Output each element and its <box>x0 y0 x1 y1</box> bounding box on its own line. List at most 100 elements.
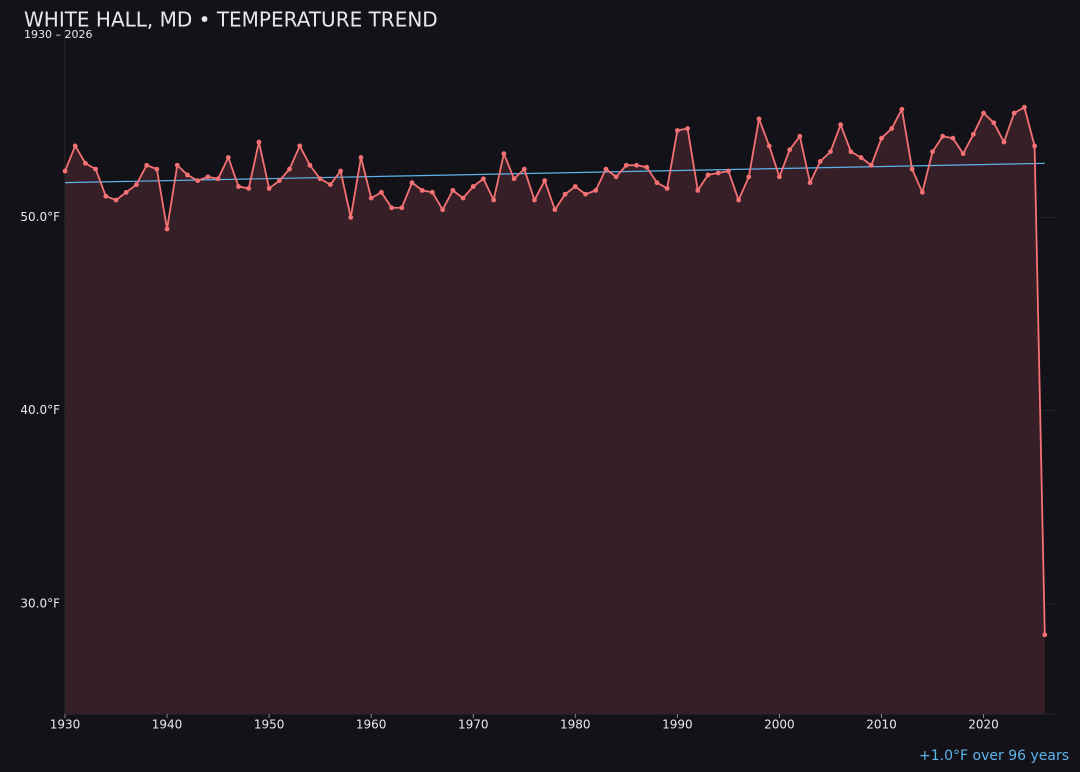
point <box>521 166 527 172</box>
point <box>868 162 874 168</box>
point <box>368 195 374 201</box>
point <box>164 226 170 232</box>
point <box>287 166 292 172</box>
point <box>399 205 405 211</box>
x-tick-label: 2000 <box>764 718 795 732</box>
point <box>470 184 476 189</box>
point <box>144 162 150 168</box>
y-tick-label: 40.0°F <box>20 403 60 417</box>
x-tick-label: 1950 <box>254 718 285 732</box>
point <box>970 131 976 137</box>
point <box>1032 143 1037 149</box>
y-tick-label: 30.0°F <box>20 596 60 610</box>
point <box>919 189 925 195</box>
point <box>93 166 99 172</box>
point <box>838 122 844 128</box>
point <box>613 174 619 180</box>
point <box>123 189 129 195</box>
point <box>511 176 517 182</box>
point <box>664 186 670 191</box>
point <box>389 205 394 211</box>
point <box>1011 110 1017 116</box>
point <box>297 143 303 149</box>
point <box>552 207 558 213</box>
point <box>746 174 752 180</box>
point <box>593 187 599 193</box>
point <box>899 106 905 112</box>
point <box>501 151 507 157</box>
point <box>807 180 813 186</box>
point <box>409 180 415 186</box>
x-tick-label: 2010 <box>866 718 897 732</box>
chart-subtitle: 1930 – 2026 <box>24 28 92 41</box>
point <box>644 164 650 170</box>
point <box>787 147 793 153</box>
y-tick-label: 50.0°F <box>20 210 60 224</box>
point <box>583 191 588 197</box>
point <box>205 174 211 180</box>
point <box>797 133 803 139</box>
point <box>195 178 201 184</box>
point <box>909 166 915 172</box>
x-tick-label: 1990 <box>662 718 693 732</box>
point <box>705 172 711 178</box>
point <box>103 193 109 199</box>
point <box>185 172 190 178</box>
point <box>174 162 180 168</box>
point <box>695 187 701 193</box>
x-tick-label: 1930 <box>50 718 81 732</box>
point <box>338 168 343 174</box>
point <box>450 187 456 193</box>
point <box>542 178 548 184</box>
point <box>572 184 578 189</box>
point <box>358 155 364 160</box>
point <box>246 186 252 191</box>
point <box>440 207 446 213</box>
point <box>623 162 629 168</box>
point <box>1021 104 1027 110</box>
point <box>736 197 742 203</box>
point <box>960 151 966 157</box>
point <box>848 149 854 155</box>
point <box>766 143 772 149</box>
point <box>460 195 466 201</box>
point <box>481 176 486 182</box>
annotation: +1.0°F over 96 years <box>919 748 1069 764</box>
point <box>307 162 313 168</box>
chart-title: WHITE HALL, MD • TEMPERATURE TREND <box>24 8 438 32</box>
point <box>858 155 864 160</box>
x-tick-label: 1960 <box>356 718 387 732</box>
point <box>256 139 262 145</box>
point <box>654 180 660 186</box>
point <box>1001 139 1007 145</box>
point <box>950 135 956 141</box>
point <box>603 166 609 172</box>
point <box>378 189 384 195</box>
point <box>266 186 272 191</box>
point <box>154 166 160 172</box>
point <box>726 168 731 174</box>
point <box>113 197 119 203</box>
x-tick-label: 1940 <box>152 718 183 732</box>
point <box>777 174 782 180</box>
point <box>634 162 639 168</box>
point <box>83 160 88 166</box>
point <box>930 149 935 155</box>
point <box>674 128 680 133</box>
point <box>225 155 231 160</box>
point <box>715 170 721 176</box>
point <box>236 184 241 189</box>
point <box>317 176 323 182</box>
point <box>327 182 333 187</box>
point <box>817 158 823 164</box>
point <box>889 126 895 131</box>
trend-line <box>64 162 1045 184</box>
point <box>991 120 997 126</box>
point <box>828 149 833 155</box>
x-tick-label: 2020 <box>968 718 999 732</box>
point <box>562 191 568 197</box>
point <box>72 143 78 149</box>
point <box>348 215 354 220</box>
